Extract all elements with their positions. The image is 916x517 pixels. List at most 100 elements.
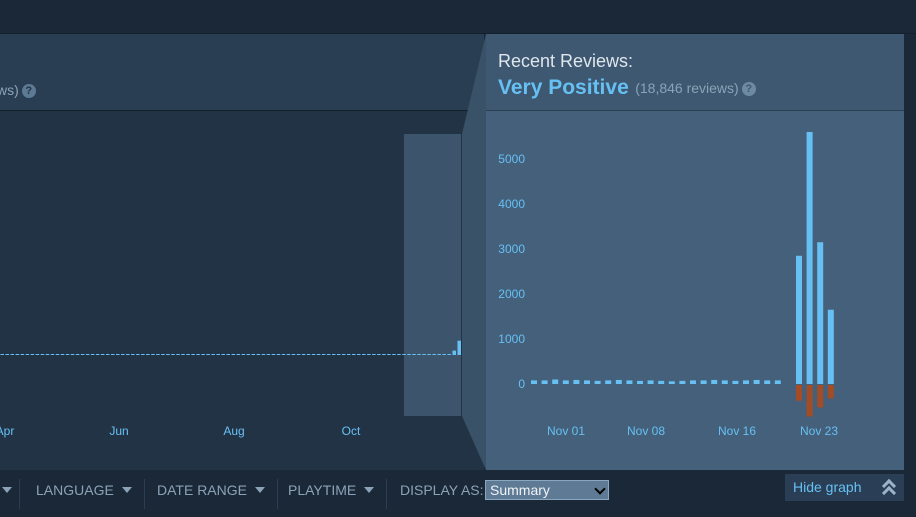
overall-bar: [367, 354, 371, 355]
overall-bar: [362, 354, 366, 355]
overall-bar: [281, 354, 286, 355]
overall-bar: [382, 354, 386, 355]
overall-bar: [457, 340, 461, 355]
overall-bar: [341, 354, 346, 355]
overall-bar: [291, 354, 296, 355]
overall-bar: [256, 354, 261, 355]
overall-bar: [20, 354, 25, 355]
overall-bar: [422, 354, 426, 355]
overall-bar: [151, 354, 155, 355]
overall-bar: [266, 354, 271, 355]
recent-positive-bar: [774, 380, 781, 384]
recent-positive-bar: [668, 381, 675, 384]
overall-bar: [35, 354, 40, 355]
overall-bar: [397, 354, 401, 355]
recent-positive-bar: [721, 380, 728, 384]
selected-range-overlay[interactable]: [404, 134, 461, 416]
recent-positive-bar: [562, 380, 569, 384]
overall-bar: [146, 354, 150, 355]
overall-count-text: ws): [0, 82, 19, 98]
recent-y-tick-label: 4000: [498, 197, 525, 211]
overall-bar: [216, 354, 220, 355]
overall-bar: [5, 354, 10, 355]
overall-bar: [251, 354, 256, 355]
filter-truncated[interactable]: [0, 479, 20, 509]
recent-positive-bar: [806, 132, 813, 384]
overall-bar: [452, 350, 456, 355]
zoom-connector: [462, 34, 486, 470]
overall-bar: [65, 354, 70, 355]
language-filter[interactable]: LANGUAGE: [36, 479, 145, 509]
overall-bar: [90, 354, 95, 355]
filter-bar: LANGUAGE DATE RANGE PLAYTIME DISPLAY AS:: [0, 470, 916, 517]
overall-bar: [387, 354, 391, 355]
recent-x-tick-label: Nov 16: [718, 424, 756, 438]
overall-bar: [286, 354, 291, 355]
recent-negative-bar: [817, 385, 824, 408]
date-range-filter[interactable]: DATE RANGE: [157, 479, 278, 509]
overall-bar: [176, 354, 180, 355]
overall-bar: [432, 354, 436, 355]
hide-graph-button[interactable]: Hide graph: [785, 474, 904, 501]
overall-bar: [246, 354, 251, 355]
overall-bar: [55, 354, 60, 355]
overall-x-tick-label: Oct: [342, 424, 361, 438]
overall-bar: [301, 354, 306, 355]
overall-bar: [427, 354, 431, 355]
overall-bar: [306, 354, 311, 355]
overall-bar: [166, 354, 170, 355]
overall-bar: [186, 354, 190, 355]
overall-reviews-panel: ws)?: [0, 34, 484, 470]
overall-bar: [231, 354, 236, 355]
overall-bar: [181, 354, 185, 355]
recent-x-tick-label: Nov 23: [800, 424, 838, 438]
overall-bar: [261, 354, 266, 355]
overall-bar: [156, 354, 160, 355]
overall-bar: [226, 354, 230, 355]
recent-positive-bar: [647, 380, 654, 384]
display-as-value: Summary: [490, 482, 550, 498]
overall-bar: [141, 354, 145, 355]
recent-positive-bar: [552, 379, 559, 384]
overall-bar: [0, 354, 5, 355]
help-icon[interactable]: ?: [741, 82, 756, 96]
display-as-select[interactable]: Summary: [485, 480, 609, 500]
overall-bar: [372, 354, 376, 355]
overall-bar: [60, 354, 65, 355]
overall-bar: [80, 354, 85, 355]
recent-y-tick-label: 3000: [498, 242, 525, 256]
recent-reviews-header: Recent Reviews: Very Positive (18,846 re…: [486, 34, 904, 111]
overall-bar: [437, 354, 441, 355]
recent-positive-bar: [764, 380, 771, 384]
overall-bar: [100, 354, 105, 355]
overall-bar: [392, 354, 396, 355]
chevron-down-icon: [2, 487, 12, 493]
recent-positive-bar: [605, 380, 612, 384]
overall-bar: [336, 354, 341, 355]
overall-bar: [171, 354, 175, 355]
overall-bar: [45, 354, 50, 355]
overall-bar: [10, 354, 15, 355]
overall-bar: [417, 354, 421, 355]
recent-negative-bar: [806, 385, 813, 417]
overall-bar: [161, 354, 165, 355]
help-icon[interactable]: ?: [21, 84, 36, 98]
recent-positive-bar: [637, 380, 643, 384]
recent-positive-bar: [753, 379, 760, 384]
review-summary-rating[interactable]: Very Positive: [498, 76, 629, 99]
overall-bar: [442, 354, 446, 355]
recent-positive-bar: [573, 379, 580, 384]
overall-bar: [407, 354, 411, 355]
playtime-filter[interactable]: PLAYTIME: [288, 479, 388, 509]
recent-y-tick-label: 2000: [498, 287, 525, 301]
overall-bar: [85, 354, 90, 355]
overall-bar: [221, 354, 225, 355]
overall-bar: [311, 354, 316, 355]
overall-bar: [357, 354, 361, 355]
recent-x-tick-label: Nov 01: [547, 424, 585, 438]
overall-bar: [30, 354, 35, 355]
chevron-down-icon: [364, 487, 375, 493]
overall-bar: [206, 354, 210, 355]
